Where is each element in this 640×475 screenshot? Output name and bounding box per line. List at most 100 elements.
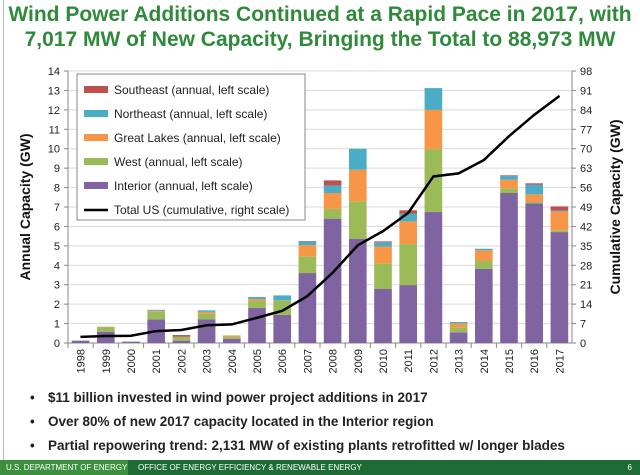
y-tick-label: 0 [54,338,60,350]
y-tick-label: 4 [54,260,60,272]
y-right-tick-label: 84 [580,105,592,117]
cumulative-line [80,94,561,339]
bar-segment [172,340,191,343]
bullet-icon: • [30,438,35,453]
y-tick-label: 1 [54,319,60,331]
y-tick-label: 8 [54,183,60,195]
bar-segment [525,184,544,195]
bullet-icon: • [30,414,35,429]
cumulative-point [231,323,233,325]
x-tick-label: 2003 [202,349,214,373]
bullet-text: Over 80% of new 2017 capacity located in… [48,414,434,429]
y-tick-label: 13 [48,85,60,97]
x-tick-label: 2010 [378,349,390,373]
chart: 0123456789101112131407142128354249566370… [17,66,623,373]
bar-segment [348,201,367,239]
cumulative-point [407,212,409,214]
bar-segment [197,311,216,314]
bar-segment [222,338,241,343]
bar-segment [323,218,342,343]
bar-segment [500,179,518,189]
y-right-tick-label: 14 [580,299,592,311]
y-right-tick-label: 77 [580,124,592,136]
slide-title: Wind Power Additions Continued at a Rapi… [8,3,632,51]
cumulative-point [357,244,359,246]
bar-segment [248,299,266,302]
x-tick-label: 2012 [428,349,440,373]
bar-segment [172,336,191,341]
cumulative-point [558,95,560,97]
legend-label: Interior (annual, left scale) [114,179,253,193]
cumulative-point [508,135,510,137]
cumulative-point [155,330,157,332]
bar-segment [474,261,493,269]
bar-segment [500,193,518,343]
bar-segment [298,256,317,274]
bar-segment [449,327,468,333]
y-tick-label: 6 [54,221,60,233]
bar-segment [525,201,544,204]
bar-segment [374,263,392,289]
bar-segment [500,175,518,177]
x-tick-label: 2009 [353,349,365,373]
cumulative-point [432,175,434,177]
x-tick-label: 2016 [529,349,541,373]
bar-segment [323,185,342,194]
bar-segment [374,242,392,247]
bar-segment [348,148,367,170]
bar-segment [474,268,493,343]
bar-segment [197,310,216,312]
x-tick-label: 2007 [302,349,314,373]
bar-segment [323,180,342,186]
y-tick-label: 12 [48,105,60,117]
bar-segment [525,194,544,202]
bar-segment [449,332,468,343]
bar-segment [222,335,241,337]
bar-segment [323,208,342,219]
x-tick-label: 2013 [454,349,466,373]
y-right-tick-label: 98 [580,66,592,78]
slide-border [3,0,4,460]
bar-segment [474,248,493,251]
legend-label: West (annual, left scale) [114,155,243,169]
cumulative-point [483,159,485,161]
x-tick-label: 2014 [479,349,491,373]
legend-label: Total US (cumulative, right scale) [114,203,289,217]
y-tick-label: 3 [54,280,60,292]
y-right-axis-title: Cumulative Capacity (GW) [607,119,623,294]
y-tick-label: 2 [54,299,60,311]
legend-swatch [84,86,108,93]
legend-label: Great Lakes (annual, left scale) [114,131,281,145]
bar-segment [374,288,392,343]
bar-segment [525,183,544,185]
y-right-tick-label: 35 [580,241,592,253]
bar-segment [172,335,191,337]
y-right-tick-label: 91 [580,85,592,97]
bar-segment [298,241,317,246]
x-tick-label: 2001 [151,349,163,373]
cumulative-point [256,317,258,319]
bar-segment [424,149,443,213]
bar-segment [248,308,266,343]
bullet-item: • Over 80% of new 2017 capacity located i… [30,410,565,434]
bar-segment [273,295,292,301]
x-tick-label: 2008 [328,349,340,373]
page-number: 6 [627,463,632,472]
cumulative-point [130,335,132,337]
bar-segment [96,331,115,343]
bar-segment [374,246,392,264]
bar-segment [298,273,317,343]
x-tick-label: 2006 [277,349,289,373]
legend-label: Southeast (annual, left scale) [114,83,269,97]
bar-segment [197,313,216,320]
bar-segment [424,212,443,343]
bullet-text: Partial repowering trend: 2,131 MW of ex… [48,438,565,453]
bar-segment [248,301,266,309]
y-right-tick-label: 42 [580,221,592,233]
y-axis-title: Annual Capacity (GW) [17,133,33,280]
x-tick-label: 2002 [176,349,188,373]
footer-office: OFFICE OF ENERGY EFFICIENCY & RENEWABLE … [138,463,362,472]
bar-segment [550,230,569,233]
cumulative-point [80,336,82,338]
bar-segment [525,203,544,343]
